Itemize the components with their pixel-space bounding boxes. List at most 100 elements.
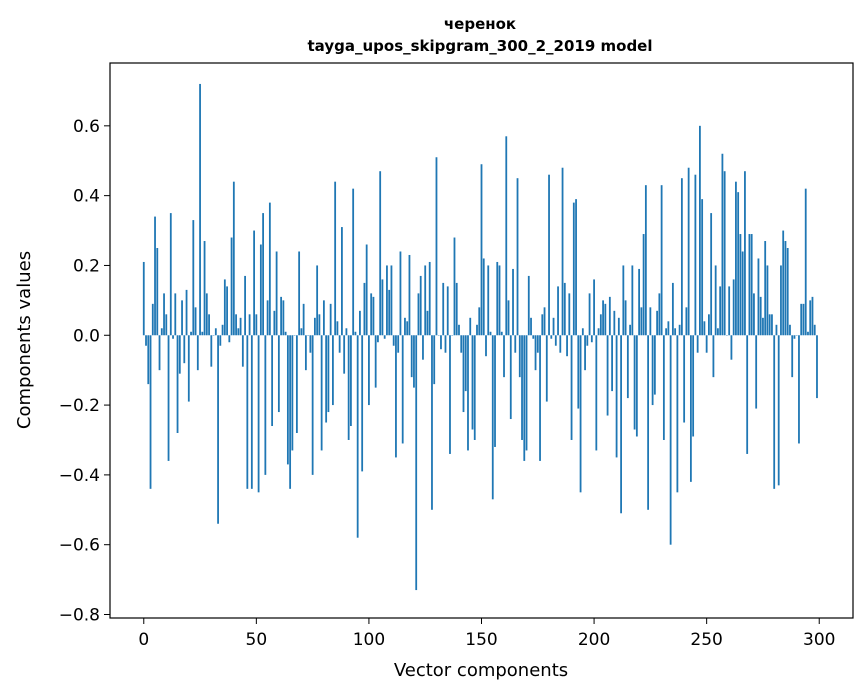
bar bbox=[694, 174, 697, 336]
bar bbox=[341, 227, 343, 336]
y-tick-label: −0.8 bbox=[59, 606, 100, 626]
bar bbox=[534, 335, 537, 371]
bar bbox=[685, 307, 688, 336]
bar bbox=[399, 251, 402, 336]
bar bbox=[449, 335, 451, 454]
bar bbox=[424, 265, 427, 336]
bar bbox=[458, 324, 460, 336]
bar bbox=[579, 335, 582, 493]
bar bbox=[620, 335, 622, 514]
bar bbox=[298, 251, 301, 336]
bar bbox=[543, 307, 546, 336]
bar bbox=[395, 335, 397, 458]
bar bbox=[178, 335, 181, 374]
bar bbox=[426, 310, 429, 336]
bar bbox=[811, 296, 814, 336]
x-tick-label: 0 bbox=[138, 630, 149, 650]
bar bbox=[566, 335, 568, 357]
bar bbox=[665, 328, 668, 336]
x-tick-label: 150 bbox=[465, 630, 497, 650]
bar bbox=[347, 335, 350, 440]
bar bbox=[295, 335, 298, 433]
bar bbox=[523, 335, 526, 461]
bar bbox=[608, 296, 611, 336]
bar bbox=[606, 335, 609, 416]
bar bbox=[656, 310, 659, 336]
bar bbox=[167, 335, 170, 461]
bar bbox=[514, 335, 517, 353]
bar bbox=[442, 282, 445, 336]
bar bbox=[764, 241, 767, 336]
bar bbox=[674, 328, 677, 336]
y-tick-label: 0.2 bbox=[73, 256, 100, 276]
bar bbox=[644, 185, 647, 336]
bar bbox=[786, 248, 789, 336]
bar bbox=[248, 314, 251, 336]
bar bbox=[696, 335, 699, 353]
bar bbox=[259, 244, 262, 336]
bar bbox=[219, 335, 222, 346]
bar bbox=[750, 234, 753, 336]
bar bbox=[334, 181, 337, 336]
bar bbox=[282, 300, 285, 336]
bar bbox=[784, 241, 787, 336]
bar bbox=[377, 335, 379, 343]
bar bbox=[262, 213, 264, 336]
bar bbox=[433, 335, 436, 385]
bar bbox=[737, 192, 740, 336]
bar bbox=[683, 335, 686, 423]
bar bbox=[719, 286, 722, 336]
bar bbox=[487, 265, 490, 336]
bar bbox=[239, 317, 242, 336]
bar bbox=[710, 213, 713, 336]
bar bbox=[311, 335, 314, 475]
bar bbox=[581, 328, 584, 336]
bar bbox=[428, 261, 431, 336]
bar bbox=[680, 178, 683, 336]
bar bbox=[350, 335, 352, 427]
bar bbox=[703, 321, 706, 336]
bar bbox=[687, 167, 690, 336]
bar bbox=[201, 331, 204, 336]
bar bbox=[746, 335, 749, 454]
bar bbox=[590, 335, 593, 343]
bar bbox=[300, 328, 303, 336]
bar bbox=[548, 174, 550, 336]
bar bbox=[638, 268, 641, 336]
bar bbox=[570, 335, 573, 440]
bar bbox=[512, 268, 514, 336]
bar bbox=[406, 321, 409, 336]
bar bbox=[525, 335, 528, 451]
y-tick-label: 0.4 bbox=[73, 187, 100, 207]
bar bbox=[230, 237, 233, 336]
bar bbox=[291, 335, 294, 451]
bar bbox=[735, 181, 737, 336]
bar bbox=[226, 286, 228, 336]
bar bbox=[521, 335, 523, 440]
bar bbox=[653, 335, 656, 395]
bar bbox=[415, 335, 418, 591]
bar bbox=[289, 335, 292, 489]
bar bbox=[359, 310, 361, 336]
bar bbox=[480, 164, 483, 336]
bar bbox=[660, 185, 663, 336]
bar bbox=[780, 265, 782, 336]
bar bbox=[759, 296, 762, 336]
bar bbox=[498, 265, 501, 336]
bar bbox=[368, 335, 370, 406]
bar bbox=[604, 303, 607, 336]
bar bbox=[462, 335, 465, 413]
x-axis-ticks: 0 50 100 150 200 250 300 bbox=[138, 618, 835, 650]
bar bbox=[343, 335, 346, 374]
bar bbox=[313, 317, 316, 336]
bar bbox=[352, 188, 355, 336]
bar bbox=[617, 317, 620, 336]
bar bbox=[771, 314, 773, 336]
x-tick-label: 300 bbox=[803, 630, 835, 650]
bar bbox=[374, 335, 377, 388]
bar bbox=[169, 213, 172, 336]
bar bbox=[629, 324, 631, 336]
bar bbox=[401, 335, 404, 444]
bar bbox=[329, 303, 332, 336]
